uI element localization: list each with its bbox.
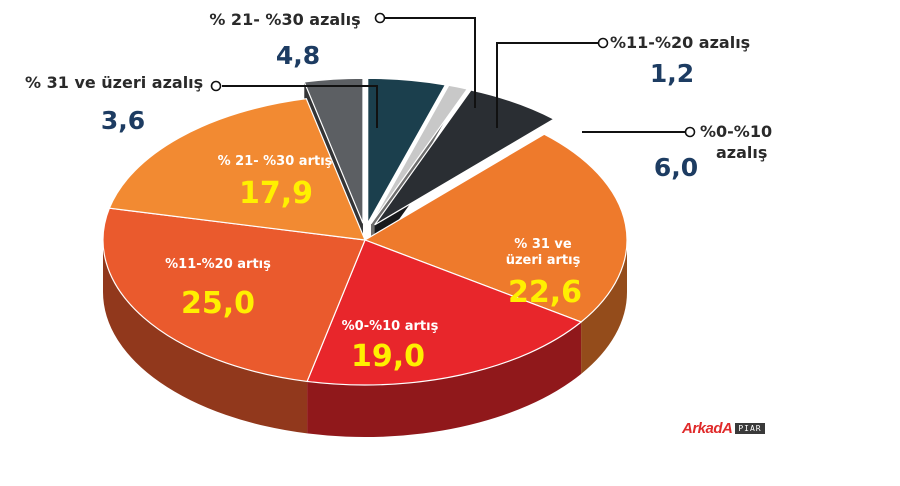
callout-line-s7 bbox=[222, 85, 378, 128]
callout-value-s1: 1,2 bbox=[650, 59, 694, 88]
slice-1 bbox=[370, 84, 469, 225]
callout-dot-s7 bbox=[210, 80, 222, 92]
slice-0 bbox=[367, 77, 447, 226]
slice-value-s5: 25,0 bbox=[181, 286, 255, 321]
slice-value-s3: 22,6 bbox=[508, 275, 582, 310]
callout-line-s0 bbox=[385, 17, 476, 108]
slice-side-5 bbox=[103, 240, 308, 434]
pie-slices bbox=[102, 77, 628, 386]
slice-side-4 bbox=[307, 321, 582, 437]
slice-side-3 bbox=[581, 240, 627, 374]
callout-value-s2: 6,0 bbox=[654, 153, 698, 182]
callout-dot-s1 bbox=[597, 37, 609, 49]
slice-label-s3-line1: % 31 ve bbox=[514, 237, 572, 252]
slice-2 bbox=[374, 89, 556, 226]
slice-3 bbox=[363, 133, 628, 323]
slice-label-s4: %0-%10 artış bbox=[342, 319, 439, 334]
callout-value-s7: 3,6 bbox=[101, 106, 145, 135]
slice-6 bbox=[108, 98, 366, 241]
slice-value-s4: 19,0 bbox=[351, 339, 425, 374]
slice-4 bbox=[306, 239, 583, 386]
callout-label-s1: %11-%20 azalış bbox=[610, 33, 750, 52]
callout-line-s1 bbox=[496, 42, 598, 128]
callout-label-s2-line2: azalış bbox=[716, 143, 767, 162]
slice-7 bbox=[303, 77, 364, 224]
slice-5 bbox=[102, 207, 366, 383]
callout-label-s0: % 21- %30 azalış bbox=[209, 10, 360, 29]
slice-label-s3-line2: üzeri artış bbox=[506, 253, 581, 268]
callout-dot-s0 bbox=[374, 12, 386, 24]
brand-logo: ArkadA PIAR bbox=[682, 419, 772, 437]
slice-value-s6: 17,9 bbox=[239, 176, 313, 211]
callout-label-s2-line1: %0-%10 bbox=[700, 122, 772, 141]
callout-label-s7: % 31 ve üzeri azalış bbox=[25, 73, 203, 92]
callout-value-s0: 4,8 bbox=[276, 41, 320, 70]
brand-logo-tag: PIAR bbox=[735, 422, 765, 434]
callout-lines bbox=[210, 12, 696, 138]
brand-logo-text: ArkadA bbox=[682, 419, 733, 437]
slice-label-s6: % 21- %30 artış bbox=[218, 154, 333, 169]
slice-label-s5: %11-%20 artış bbox=[165, 257, 271, 272]
callout-dot-s2 bbox=[684, 126, 696, 138]
